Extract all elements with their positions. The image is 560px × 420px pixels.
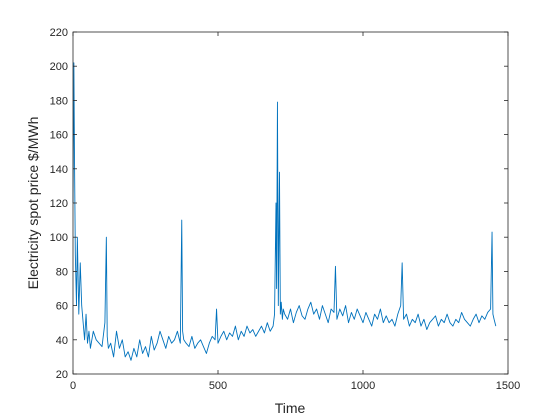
y-tick-label: 80 bbox=[56, 266, 68, 278]
x-tick-label: 500 bbox=[209, 380, 227, 392]
y-tick-label: 20 bbox=[56, 369, 68, 381]
y-tick-label: 160 bbox=[50, 130, 68, 142]
series-line bbox=[72, 62, 497, 361]
y-tick-label: 180 bbox=[50, 95, 68, 107]
x-tick-label: 1500 bbox=[496, 380, 520, 392]
x-axis-title: Time bbox=[275, 400, 306, 416]
x-tick-label: 1000 bbox=[351, 380, 375, 392]
plot-area-frame bbox=[72, 31, 509, 375]
y-axis-title: Electricity spot price $/MWh bbox=[25, 117, 41, 290]
ticks-layer: 0 500 1000 1500 20 40 60 80 100 120 140 160 180 200 22… bbox=[50, 27, 521, 392]
series-layer bbox=[72, 62, 497, 361]
y-tick-label: 220 bbox=[50, 27, 68, 39]
y-tick-label: 200 bbox=[50, 61, 68, 73]
y-tick-label: 40 bbox=[56, 335, 68, 347]
y-tick-label: 140 bbox=[50, 164, 68, 176]
y-tick-label: 60 bbox=[56, 301, 68, 313]
y-tick-label: 120 bbox=[50, 198, 68, 210]
plot-area-background bbox=[73, 32, 508, 374]
x-tick-label: 0 bbox=[70, 380, 76, 392]
y-tick-label: 100 bbox=[50, 232, 68, 244]
